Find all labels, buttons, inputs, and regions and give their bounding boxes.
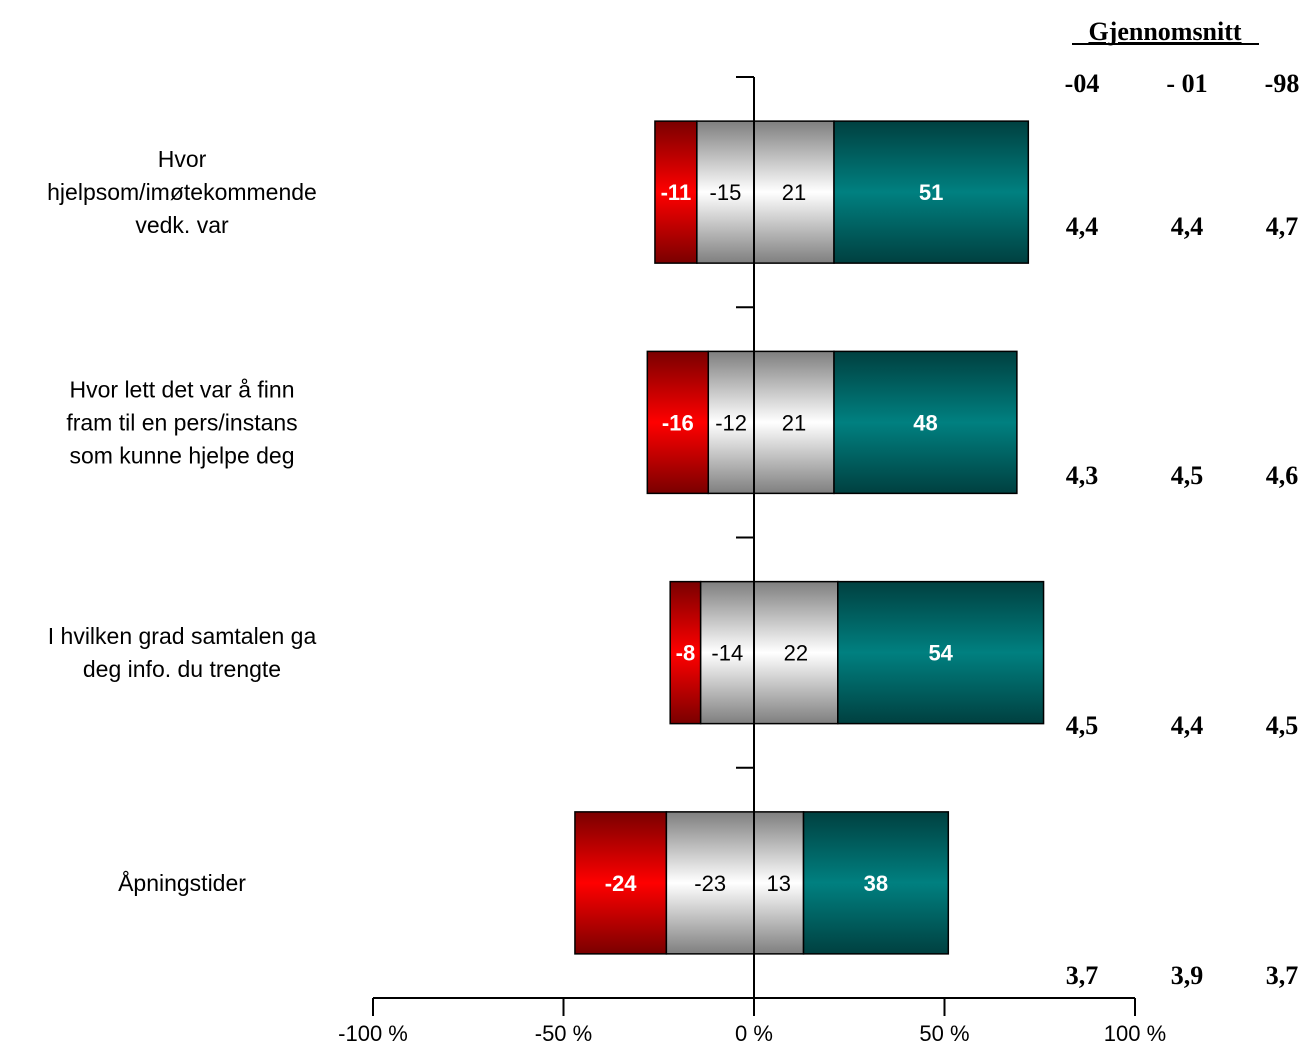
bar-negative-strong-3 xyxy=(669,580,702,725)
data-label-positive-mild-2: 21 xyxy=(782,410,806,435)
data-label-positive-strong-3: 54 xyxy=(928,641,953,666)
data-label-negative-mild-2: -12 xyxy=(715,410,747,435)
average-table-cell: 4,6 xyxy=(1266,461,1299,490)
average-table-cell: 4,7 xyxy=(1266,212,1299,241)
average-table-cell: 3,9 xyxy=(1171,961,1204,990)
bar-positive-strong-1 xyxy=(833,120,1030,264)
category-label-3: I hvilken grad samtalen ga deg info. du t… xyxy=(48,623,317,682)
average-table: Gjennomsnitt -04 - 01 -98 4,4 4,4 4,7 4,3 4,5 4,6… xyxy=(1065,17,1300,990)
average-table-cell: 4,5 xyxy=(1066,711,1099,740)
average-table-column-header: - 01 xyxy=(1166,69,1207,98)
bar-negative-mild-1 xyxy=(696,120,755,264)
bar-negative-mild-4 xyxy=(665,811,755,955)
data-label-negative-mild-3: -14 xyxy=(711,641,743,666)
data-label-negative-strong-3: -8 xyxy=(676,641,696,666)
data-label-positive-strong-1: 51 xyxy=(919,180,943,205)
data-label-positive-strong-2: 48 xyxy=(913,410,937,435)
x-tick-label: -100 % xyxy=(338,1021,408,1046)
x-tick-label: 100 % xyxy=(1104,1021,1166,1046)
average-table-title: Gjennomsnitt xyxy=(1088,17,1241,46)
average-table-cell: 4,3 xyxy=(1066,461,1099,490)
bar-negative-strong-4 xyxy=(574,811,668,955)
average-table-cell: 3,7 xyxy=(1266,961,1299,990)
data-label-positive-strong-4: 38 xyxy=(864,871,888,896)
bar-positive-strong-4 xyxy=(802,811,950,955)
x-tick-label: -50 % xyxy=(535,1021,592,1046)
data-label-negative-strong-2: -16 xyxy=(662,410,694,435)
x-tick-label: 50 % xyxy=(919,1021,969,1046)
bar-negative-mild-3 xyxy=(699,580,755,725)
data-label-positive-mild-4: 13 xyxy=(767,871,791,896)
category-label-1: Hvor hjelpsom/imøtekommende vedk. var xyxy=(47,146,317,238)
category-label-4: Åpningstider xyxy=(118,869,246,896)
data-label-negative-mild-1: -15 xyxy=(710,180,742,205)
data-label-positive-mild-3: 22 xyxy=(784,641,808,666)
data-label-negative-strong-4: -24 xyxy=(605,871,638,896)
average-table-cell: 4,5 xyxy=(1266,711,1299,740)
average-table-column-header: -04 xyxy=(1065,69,1100,98)
category-label-2: Hvor lett det var å finn fram til en pers… xyxy=(66,376,297,468)
average-table-cell: 4,4 xyxy=(1171,212,1204,241)
bar-positive-mild-1 xyxy=(753,120,835,264)
average-table-cell: 4,4 xyxy=(1066,212,1099,241)
average-table-cell: 4,4 xyxy=(1171,711,1204,740)
data-label-positive-mild-1: 21 xyxy=(782,180,806,205)
labels-layer: -11 -15 21 51 Hvor hjelpsom/imøtekommende vedk… xyxy=(47,146,954,896)
bar-positive-strong-3 xyxy=(837,580,1045,725)
average-table-column-header: -98 xyxy=(1265,69,1300,98)
average-table-cell: 3,7 xyxy=(1066,961,1099,990)
data-label-negative-mild-4: -23 xyxy=(694,871,726,896)
bar-positive-mild-2 xyxy=(753,350,835,495)
bar-negative-mild-2 xyxy=(707,350,755,495)
x-tick-label: 0 % xyxy=(735,1021,773,1046)
average-table-cell: 4,5 xyxy=(1171,461,1204,490)
axes-layer: -100 % -50 % 0 % 50 % 100 % xyxy=(338,76,1166,1046)
data-label-negative-strong-1: -11 xyxy=(661,180,692,205)
bar-negative-strong-1 xyxy=(654,120,698,264)
bar-positive-strong-2 xyxy=(833,350,1018,495)
bar-negative-strong-2 xyxy=(646,350,710,495)
bars-layer xyxy=(574,120,1045,955)
